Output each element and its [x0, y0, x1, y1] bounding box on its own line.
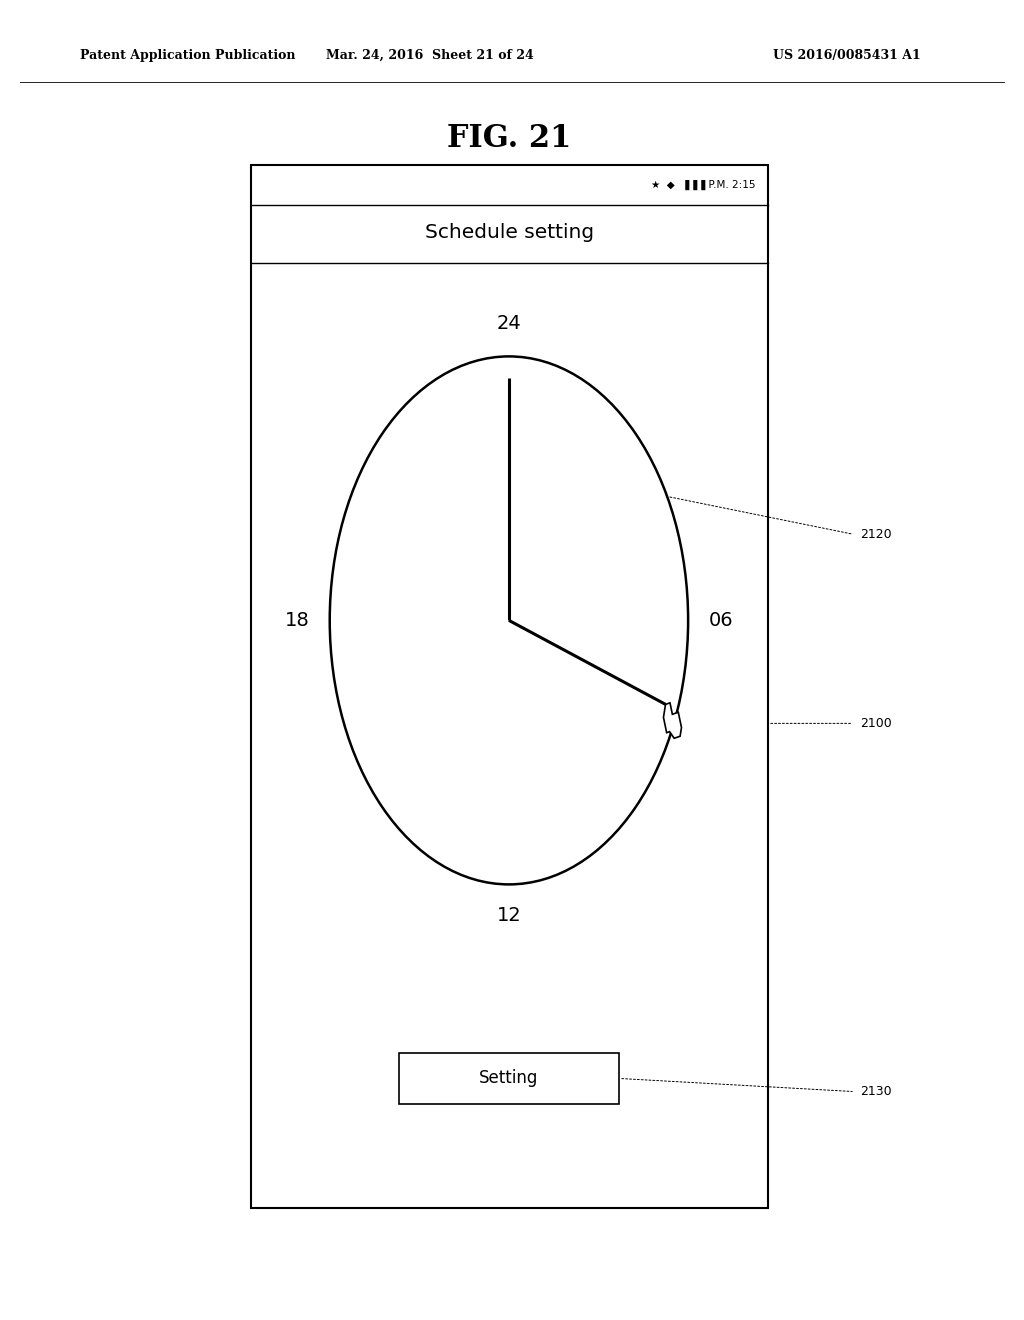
Text: 12: 12 [497, 906, 521, 924]
Text: 2100: 2100 [860, 717, 892, 730]
Polygon shape [664, 702, 682, 738]
Text: FIG. 21: FIG. 21 [446, 123, 571, 154]
Text: 24: 24 [497, 314, 521, 333]
Text: 2130: 2130 [860, 1085, 892, 1098]
Ellipse shape [330, 356, 688, 884]
Text: 18: 18 [285, 611, 309, 630]
Text: Mar. 24, 2016  Sheet 21 of 24: Mar. 24, 2016 Sheet 21 of 24 [327, 49, 534, 62]
Text: Setting: Setting [479, 1069, 539, 1088]
Text: Patent Application Publication: Patent Application Publication [80, 49, 295, 62]
Text: US 2016/0085431 A1: US 2016/0085431 A1 [773, 49, 921, 62]
Text: ★  ◆  ▐▐▐ P.M. 2:15: ★ ◆ ▐▐▐ P.M. 2:15 [651, 180, 756, 190]
Text: 06: 06 [709, 611, 733, 630]
Bar [399, 1053, 618, 1104]
Bar [251, 165, 768, 1208]
Text: Schedule setting: Schedule setting [425, 223, 594, 242]
Text: 2120: 2120 [860, 528, 892, 541]
